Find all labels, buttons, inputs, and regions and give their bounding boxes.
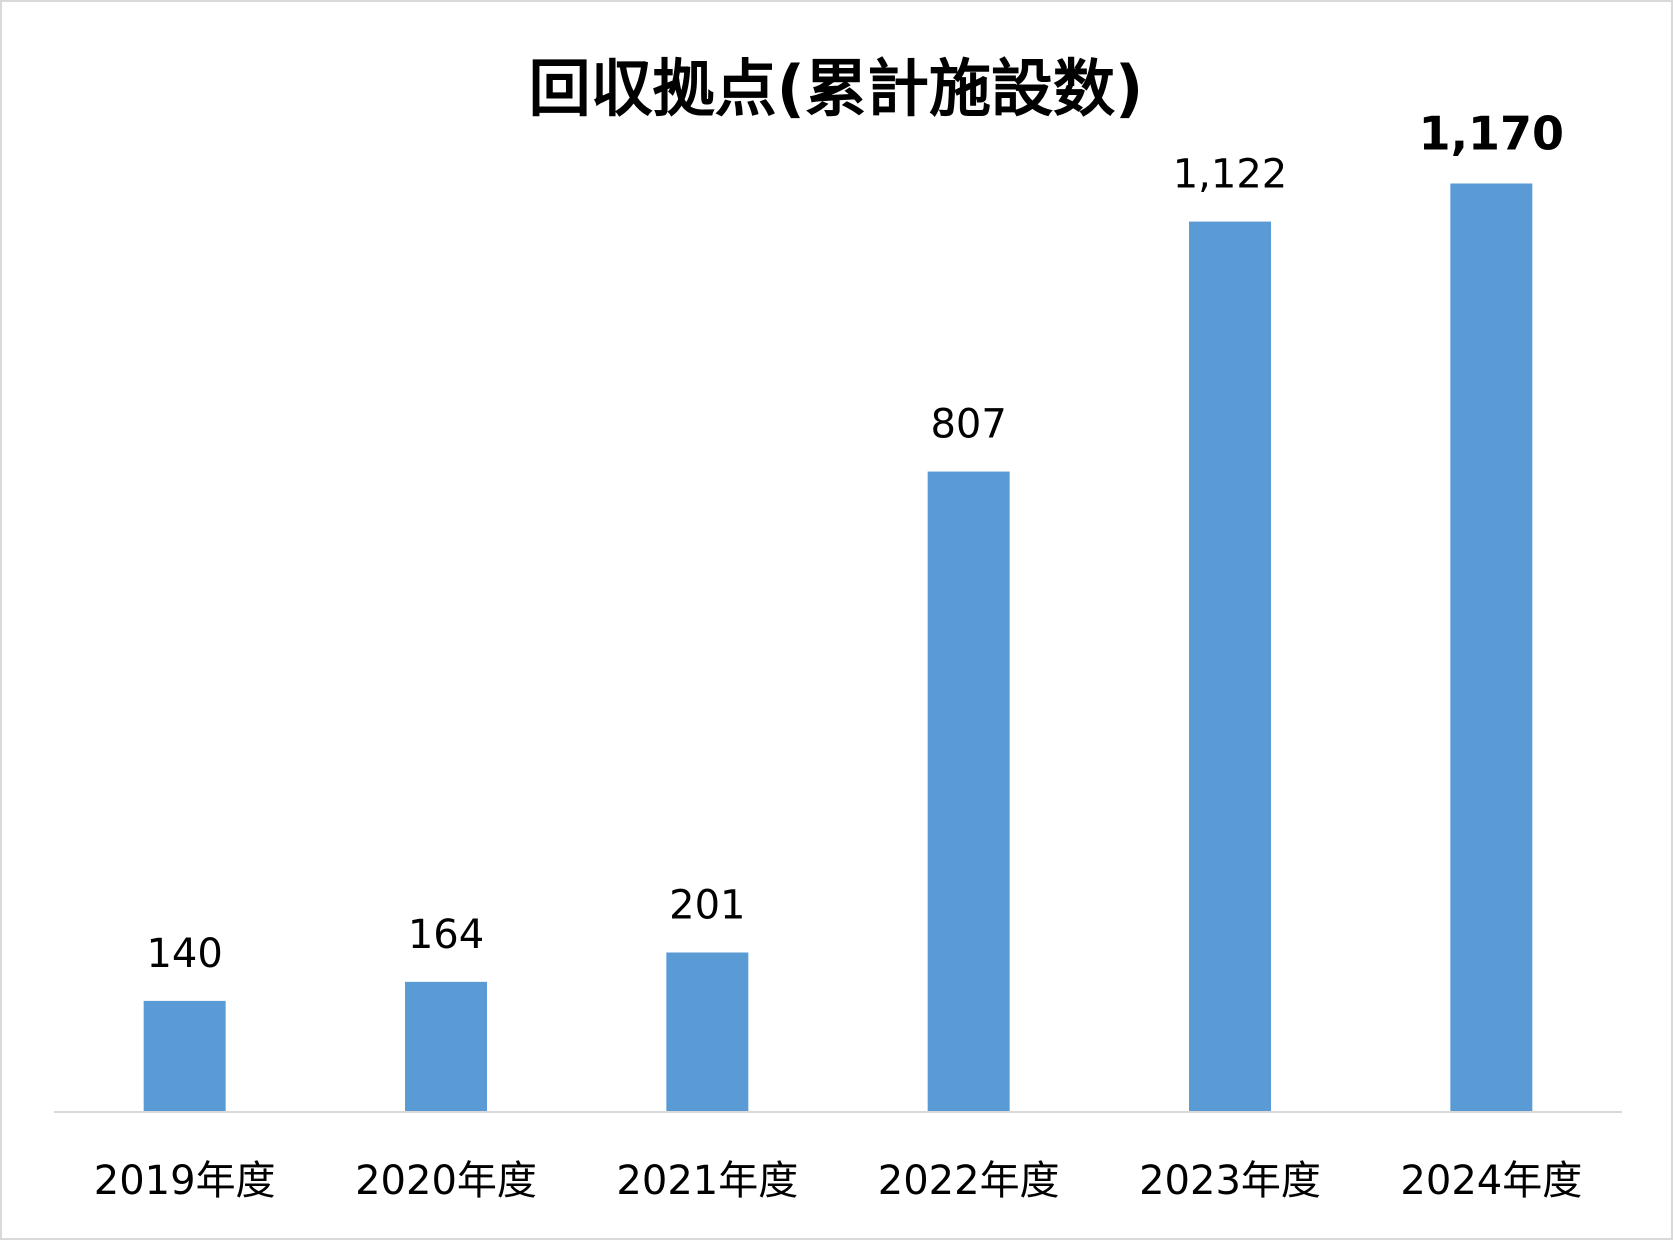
value-label-2019年度: 140 (146, 931, 222, 977)
value-label-2020年度: 164 (408, 912, 484, 958)
value-label-group: 140 164 201 807 1,122 1,170 (146, 106, 1564, 976)
value-label-2023年度: 1,122 (1173, 152, 1288, 198)
category-label-2019年度: 2019年度 (94, 1158, 276, 1204)
category-label-2022年度: 2022年度 (878, 1158, 1060, 1204)
bar-2021年度 (666, 952, 749, 1112)
bar-2024年度 (1450, 183, 1533, 1112)
category-label-2021年度: 2021年度 (616, 1158, 798, 1204)
category-label-group: 2019年度 2020年度 2021年度 2022年度 2023年度 2024年度 (94, 1158, 1582, 1204)
category-label-2024年度: 2024年度 (1400, 1158, 1582, 1204)
bar-2020年度 (405, 981, 487, 1112)
chart-title: 回収拠点(累計施設数) (529, 52, 1144, 125)
bar-2022年度 (927, 471, 1010, 1112)
value-label-2024年度: 1,170 (1419, 106, 1565, 160)
value-label-2021年度: 201 (669, 882, 745, 928)
bar-2023年度 (1189, 221, 1271, 1112)
category-label-2020年度: 2020年度 (355, 1158, 537, 1204)
bar-group (143, 183, 1533, 1112)
bar-2019年度 (143, 1000, 226, 1112)
category-label-2023年度: 2023年度 (1139, 1158, 1321, 1204)
value-label-2022年度: 807 (930, 402, 1006, 448)
